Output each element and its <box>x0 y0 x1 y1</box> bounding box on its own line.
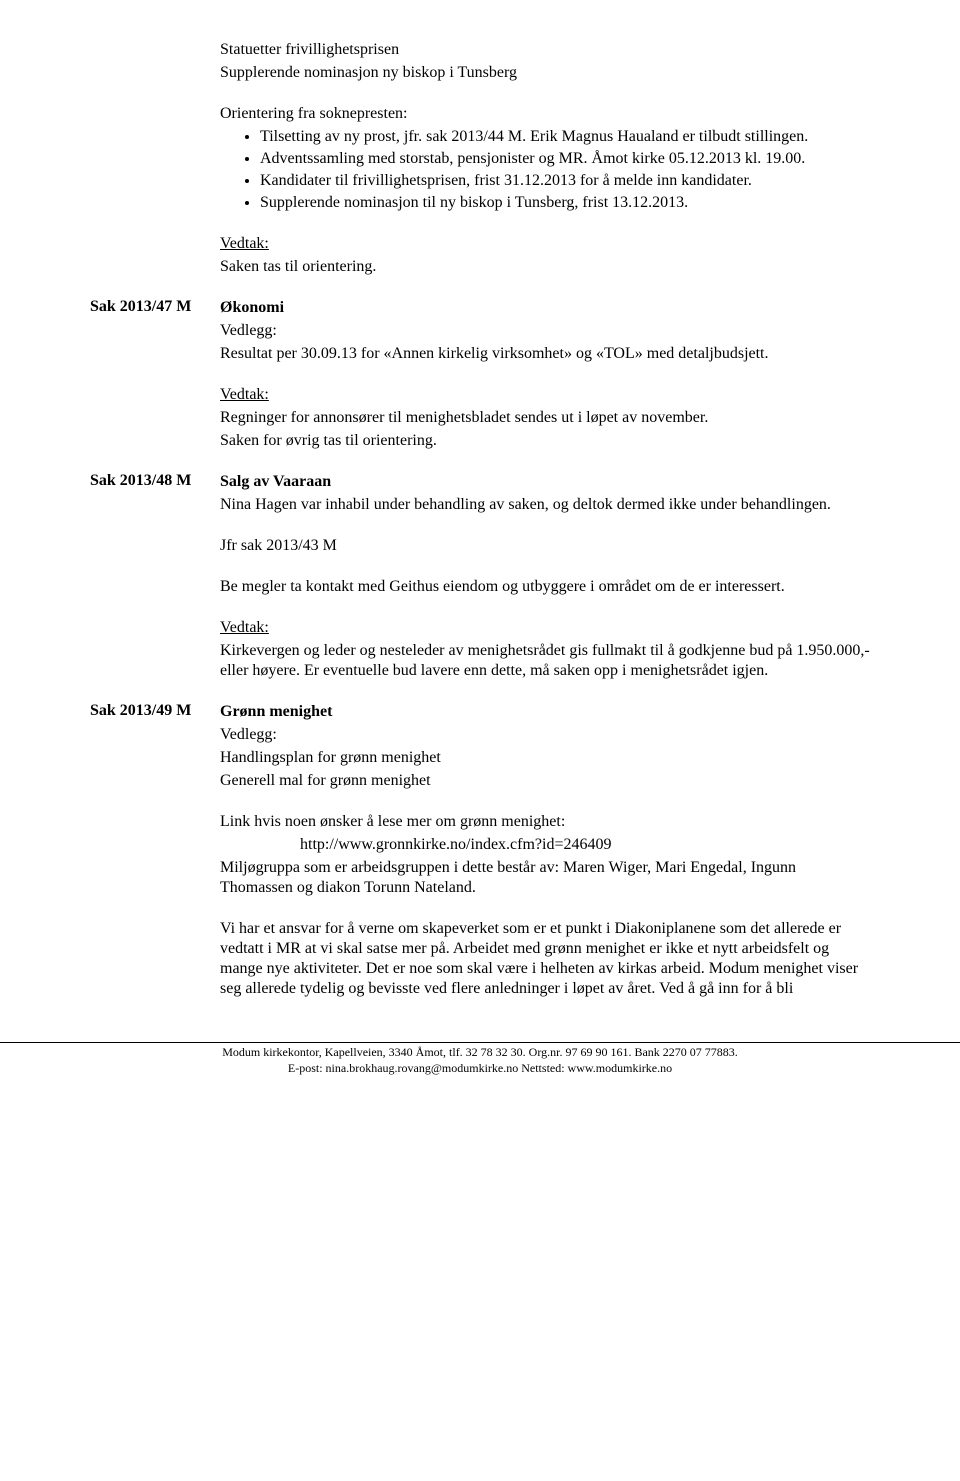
footer-line2: E-post: nina.brokhaug.rovang@modumkirke.… <box>0 1061 960 1077</box>
sak48-be-megler: Be megler ta kontakt med Geithus eiendom… <box>220 577 870 597</box>
intro-line2: Supplerende nominasjon ny biskop i Tunsb… <box>220 63 870 83</box>
sak49-link-url: http://www.gronnkirke.no/index.cfm?id=24… <box>220 835 870 855</box>
sak48-vedtak-text: Kirkevergen og leder og nesteleder av me… <box>220 641 870 681</box>
sak49-ansvar: Vi har et ansvar for å verne om skapever… <box>220 919 870 999</box>
sak49-miljo: Miljøgruppa som er arbeidsgruppen i dett… <box>220 858 870 898</box>
bullet-item: Supplerende nominasjon til ny biskop i T… <box>260 193 870 213</box>
bullet-item: Kandidater til frivillighetsprisen, fris… <box>260 171 870 191</box>
vedtak-label: Vedtak: <box>220 234 870 254</box>
sak47-title: Økonomi <box>220 298 870 318</box>
sak-id-49: Sak 2013/49 M <box>90 702 220 1002</box>
sak49-vedlegg-label: Vedlegg: <box>220 725 870 745</box>
page-footer: Modum kirkekontor, Kapellveien, 3340 Åmo… <box>0 1042 960 1076</box>
footer-line1: Modum kirkekontor, Kapellveien, 3340 Åmo… <box>0 1045 960 1061</box>
intro-line1: Statuetter frivillighetsprisen <box>220 40 870 60</box>
sak49-vedlegg-line1: Handlingsplan for grønn menighet <box>220 748 870 768</box>
bullet-item: Tilsetting av ny prost, jfr. sak 2013/44… <box>260 127 870 147</box>
sak49-vedlegg-line2: Generell mal for grønn menighet <box>220 771 870 791</box>
sak48-intro: Nina Hagen var inhabil under behandling … <box>220 495 870 515</box>
sak47-vedlegg-label: Vedlegg: <box>220 321 870 341</box>
sak48-vedtak-label: Vedtak: <box>220 618 870 638</box>
sak47-vedlegg-text: Resultat per 30.09.13 for «Annen kirkeli… <box>220 344 870 364</box>
vedtak-text: Saken tas til orientering. <box>220 257 870 277</box>
sak47-vedtak-label: Vedtak: <box>220 385 870 405</box>
sak49-title: Grønn menighet <box>220 702 870 722</box>
bullet-item: Adventssamling med storstab, pensjoniste… <box>260 149 870 169</box>
sak-id-48: Sak 2013/48 M <box>90 472 220 684</box>
sak-id-47: Sak 2013/47 M <box>90 298 220 454</box>
sak47-vedtak-line1: Regninger for annonsører til menighetsbl… <box>220 408 870 428</box>
sak49-link-intro: Link hvis noen ønsker å lese mer om grøn… <box>220 812 870 832</box>
sak47-vedtak-line2: Saken for øvrig tas til orientering. <box>220 431 870 451</box>
orientering-bullets: Tilsetting av ny prost, jfr. sak 2013/44… <box>220 127 870 213</box>
sak48-jfr: Jfr sak 2013/43 M <box>220 536 870 556</box>
orientering-title: Orientering fra soknepresten: <box>220 104 870 124</box>
sak48-title: Salg av Vaaraan <box>220 472 870 492</box>
